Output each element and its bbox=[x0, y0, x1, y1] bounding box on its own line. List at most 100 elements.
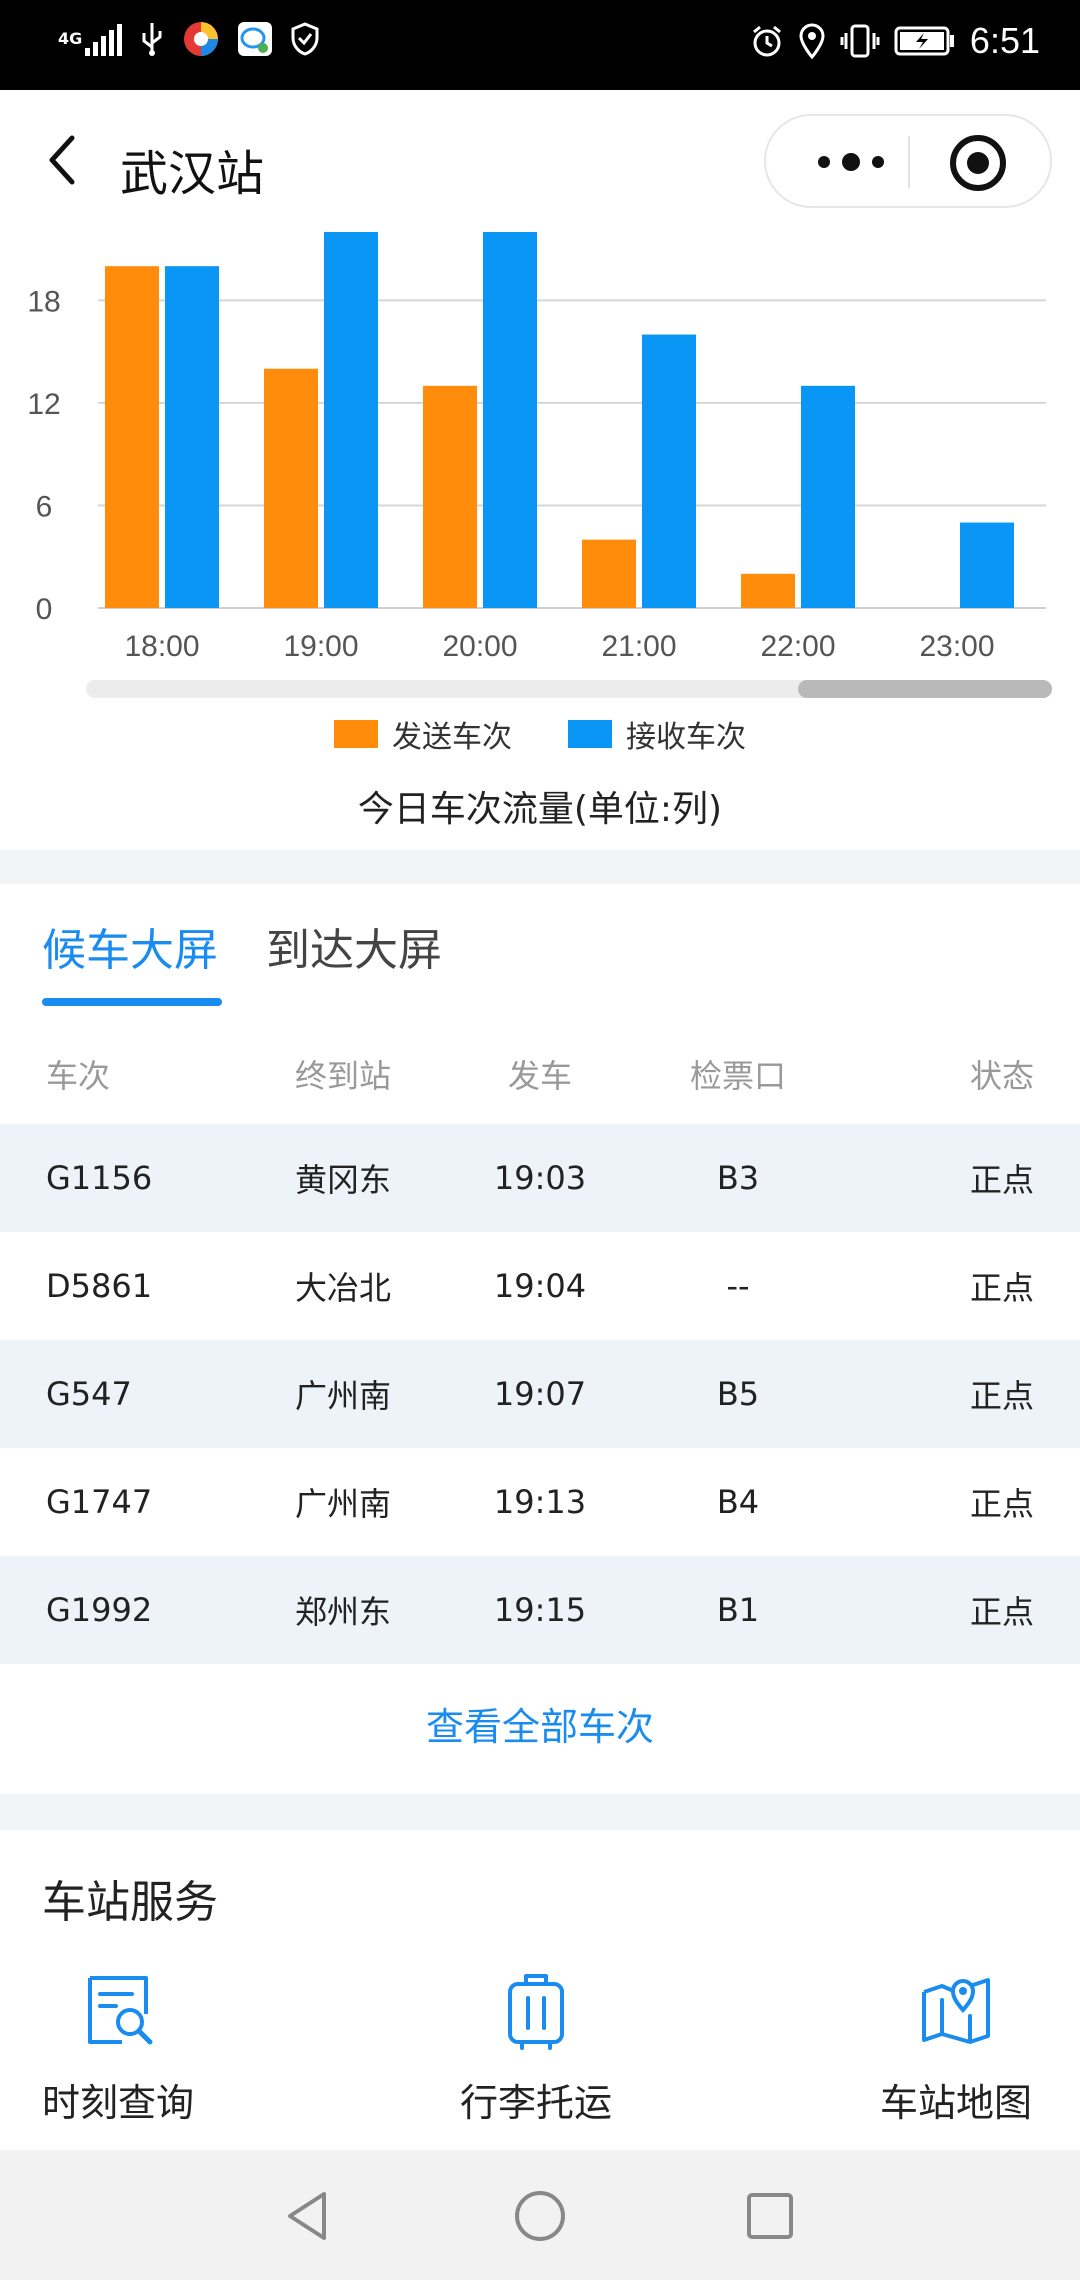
cell-train: G1992 bbox=[46, 1591, 153, 1629]
chart-title: 今日车次流量(单位:列) bbox=[357, 789, 723, 830]
vibrate-icon bbox=[840, 24, 880, 58]
cell-status: 正点 bbox=[969, 1377, 1034, 1415]
page-title: 武汉站 bbox=[120, 146, 265, 202]
x-tick-label: 21:00 bbox=[601, 630, 676, 663]
bar-receive-2100 bbox=[642, 334, 696, 608]
table-row[interactable]: G1747 广州南 19:13 B4 正点 bbox=[0, 1448, 1080, 1556]
cell-destination: 广州南 bbox=[294, 1377, 391, 1415]
network-type: 4G bbox=[58, 29, 83, 48]
table-row[interactable]: G1992 郑州东 19:15 B1 正点 bbox=[0, 1556, 1080, 1664]
cell-train: G547 bbox=[46, 1375, 132, 1413]
bar-chart: 0 6 12 18 18:00 19:00 20:00 21:00 22:00 23:00 bbox=[27, 232, 1046, 663]
x-tick-label: 18:00 bbox=[124, 630, 199, 663]
cell-status: 正点 bbox=[969, 1269, 1034, 1307]
tab-arrival-board[interactable]: 到达大屏 bbox=[266, 925, 442, 976]
status-right-icons: 6:51 bbox=[750, 20, 1040, 62]
tab-active-indicator bbox=[42, 998, 222, 1006]
y-tick-label: 6 bbox=[36, 490, 53, 523]
clock: 6:51 bbox=[969, 20, 1040, 61]
cell-departure: 19:07 bbox=[493, 1375, 587, 1413]
y-tick-label: 12 bbox=[27, 388, 60, 421]
nav-recents-icon[interactable] bbox=[740, 2186, 800, 2246]
chart-scrollbar-thumb[interactable] bbox=[798, 680, 1052, 698]
chat-app-icon bbox=[238, 22, 273, 56]
schedule-search-icon bbox=[88, 1976, 153, 2045]
usb-icon bbox=[142, 23, 162, 56]
table-row[interactable]: G1156 黄冈东 19:03 B3 正点 bbox=[0, 1124, 1080, 1232]
nav-back-icon[interactable] bbox=[278, 2186, 338, 2246]
cell-destination: 郑州东 bbox=[294, 1593, 391, 1631]
back-arrow-icon[interactable] bbox=[38, 130, 88, 190]
service-label: 时刻查询 bbox=[42, 2081, 195, 2125]
cell-destination: 黄冈东 bbox=[294, 1161, 391, 1199]
y-tick-label: 18 bbox=[27, 285, 60, 318]
service-label: 车站地图 bbox=[880, 2081, 1033, 2125]
legend-send-label: 发送车次 bbox=[392, 720, 512, 755]
nav-home-icon[interactable] bbox=[510, 2186, 570, 2246]
more-icon[interactable] bbox=[806, 138, 896, 186]
status-left-icons: 4G bbox=[58, 20, 320, 58]
col-destination: 终到站 bbox=[294, 1057, 391, 1095]
x-tick-label: 23:00 bbox=[919, 630, 994, 663]
cell-departure: 19:03 bbox=[493, 1159, 587, 1197]
bar-send-2200 bbox=[741, 573, 795, 608]
legend-receive-label: 接收车次 bbox=[626, 720, 746, 755]
shield-icon bbox=[291, 22, 319, 56]
cell-train: G1156 bbox=[46, 1159, 153, 1197]
cell-gate: B5 bbox=[716, 1375, 760, 1413]
bar-receive-2300 bbox=[960, 522, 1014, 608]
capsule-divider bbox=[908, 136, 910, 188]
signal-4g-icon: 4G bbox=[58, 22, 123, 56]
x-tick-label: 20:00 bbox=[442, 630, 517, 663]
table-header: 车次 终到站 发车 检票口 状态 bbox=[0, 1024, 1080, 1124]
station-board: 候车大屏 到达大屏 车次 终到站 发车 检票口 状态 G1156 黄冈东 19:… bbox=[0, 884, 1080, 1794]
cell-destination: 大冶北 bbox=[294, 1269, 391, 1307]
bar-receive-2200 bbox=[801, 385, 855, 608]
luggage-icon bbox=[508, 1974, 564, 2050]
browser-app-icon bbox=[184, 22, 219, 56]
cell-gate: B1 bbox=[716, 1591, 760, 1629]
view-all-trains-link[interactable]: 查看全部车次 bbox=[425, 1705, 654, 1749]
col-gate: 检票口 bbox=[689, 1057, 786, 1095]
y-tick-label: 0 bbox=[36, 593, 53, 626]
traffic-chart: 0 6 12 18 18:00 19:00 20:00 21:00 22:00 23:00 发送车… bbox=[0, 230, 1080, 850]
service-station-map[interactable]: 车站地图 bbox=[880, 1970, 1032, 2127]
table-row[interactable]: G547 广州南 19:07 B5 正点 bbox=[0, 1340, 1080, 1448]
alarm-icon bbox=[752, 25, 781, 57]
miniprogram-capsule bbox=[764, 114, 1052, 208]
x-tick-label: 19:00 bbox=[283, 630, 358, 663]
legend-send[interactable]: 发送车次 bbox=[334, 712, 512, 756]
bar-receive-2000 bbox=[483, 232, 537, 608]
bar-send-1900 bbox=[264, 368, 318, 608]
cell-train: D5861 bbox=[46, 1267, 153, 1305]
map-icon bbox=[922, 1978, 990, 2044]
location-icon bbox=[799, 23, 825, 59]
bar-receive-1800 bbox=[165, 266, 219, 608]
bar-receive-1900 bbox=[324, 232, 378, 608]
close-target-icon[interactable] bbox=[948, 133, 1008, 193]
station-services: 车站服务 时刻查询 行李托运 车站地图 bbox=[0, 1830, 1080, 2150]
battery-icon bbox=[894, 26, 954, 56]
col-status: 状态 bbox=[969, 1057, 1034, 1095]
col-train: 车次 bbox=[46, 1057, 111, 1095]
cell-status: 正点 bbox=[969, 1593, 1034, 1631]
status-bar: 4G 6:51 bbox=[0, 0, 1080, 90]
service-luggage-checkin[interactable]: 行李托运 bbox=[460, 1970, 612, 2127]
table-row[interactable]: D5861 大冶北 19:04 -- 正点 bbox=[0, 1232, 1080, 1340]
cell-status: 正点 bbox=[969, 1161, 1034, 1199]
legend-receive[interactable]: 接收车次 bbox=[568, 712, 746, 756]
legend-receive-swatch bbox=[568, 720, 612, 748]
cell-departure: 19:15 bbox=[493, 1591, 587, 1629]
cell-status: 正点 bbox=[969, 1485, 1034, 1523]
tab-waiting-board[interactable]: 候车大屏 bbox=[42, 925, 218, 976]
services-title: 车站服务 bbox=[42, 1877, 218, 1928]
cell-gate: -- bbox=[726, 1267, 750, 1305]
table-body: G1156 黄冈东 19:03 B3 正点 D5861 大冶北 19:04 --… bbox=[0, 1124, 1080, 1664]
service-schedule-query[interactable]: 时刻查询 bbox=[42, 1970, 194, 2127]
board-tabs: 候车大屏 到达大屏 bbox=[0, 884, 1080, 1014]
x-tick-label: 22:00 bbox=[760, 630, 835, 663]
cell-gate: B3 bbox=[716, 1159, 760, 1197]
service-label: 行李托运 bbox=[460, 2081, 613, 2125]
col-departure: 发车 bbox=[507, 1057, 572, 1095]
cell-train: G1747 bbox=[46, 1483, 153, 1521]
